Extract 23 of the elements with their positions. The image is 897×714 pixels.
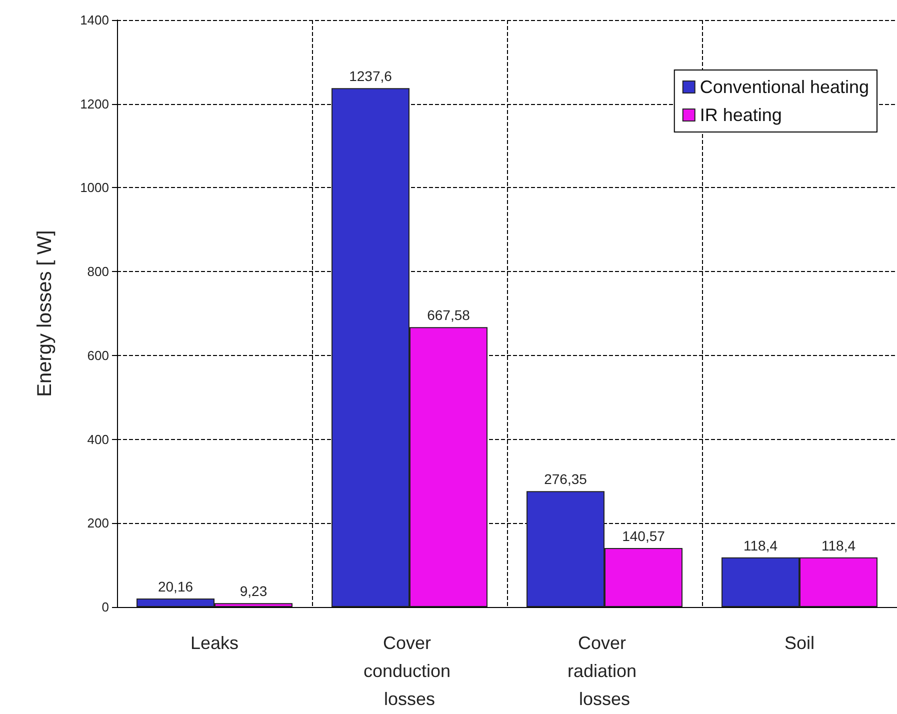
x-tick-label: Leaks: [190, 633, 239, 653]
y-tick-label: 1200: [80, 96, 109, 112]
data-label: 276,35: [544, 471, 588, 488]
data-label: 9,23: [240, 583, 268, 600]
x-tick-label: Soil: [784, 633, 815, 653]
data-label: 20,16: [158, 578, 194, 595]
y-tick-label: 1000: [80, 180, 109, 196]
legend-label: IR heating: [700, 105, 782, 125]
y-tick-label: 800: [87, 264, 109, 280]
data-label: 118,4: [822, 537, 856, 554]
y-tick-label: 200: [87, 516, 109, 531]
data-label: 118,4: [744, 537, 778, 554]
data-label: 1237,6: [349, 68, 392, 84]
data-label: 140,57: [622, 528, 666, 544]
y-tick-label: 0: [102, 600, 109, 614]
y-tick-label: 400: [87, 432, 109, 447]
y-tick-label: 1400: [80, 12, 109, 28]
data-label: 667,58: [427, 307, 470, 324]
x-tick-label: Cover radiation losses: [567, 633, 642, 709]
legend-label: Conventional heating: [700, 77, 870, 97]
y-tick-label: 600: [87, 348, 109, 363]
y-axis-title: Energy losses [ W]: [34, 230, 56, 397]
x-tick-label: Cover conduction losses: [363, 633, 456, 709]
